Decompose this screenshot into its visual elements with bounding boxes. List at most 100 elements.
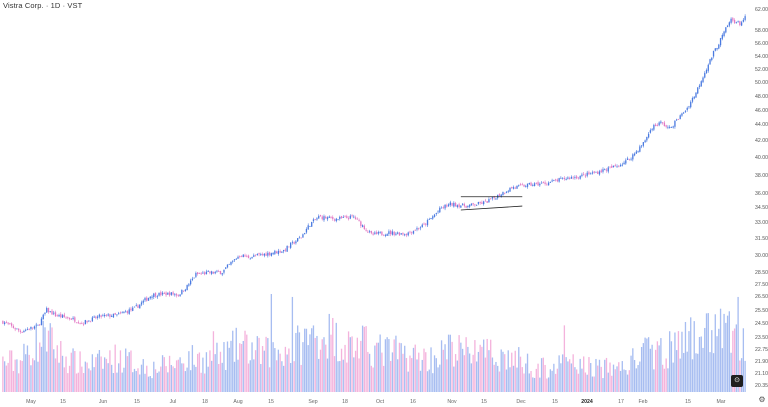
- candle-body[interactable]: [230, 261, 232, 265]
- candle-body[interactable]: [398, 232, 401, 236]
- candle-body[interactable]: [646, 136, 648, 141]
- candle-body[interactable]: [53, 312, 55, 314]
- candle-body[interactable]: [225, 267, 227, 269]
- candle-body[interactable]: [712, 50, 715, 57]
- candle-body[interactable]: [632, 154, 634, 160]
- candle-body[interactable]: [483, 201, 485, 205]
- candle-body[interactable]: [125, 311, 127, 313]
- candle-body[interactable]: [286, 245, 288, 252]
- candle-body[interactable]: [554, 179, 557, 181]
- candle-body[interactable]: [418, 228, 420, 229]
- candle-body[interactable]: [196, 272, 199, 275]
- candle-body[interactable]: [14, 328, 16, 330]
- candle-body[interactable]: [693, 96, 695, 99]
- candle-body[interactable]: [577, 177, 580, 179]
- candle-body[interactable]: [700, 81, 702, 87]
- candle-body[interactable]: [153, 293, 155, 298]
- candle-body[interactable]: [44, 312, 46, 314]
- candle-body[interactable]: [200, 273, 202, 275]
- candle-body[interactable]: [605, 169, 608, 171]
- candle-body[interactable]: [260, 254, 262, 255]
- candle-body[interactable]: [72, 317, 74, 319]
- candle-body[interactable]: [103, 314, 106, 317]
- candle-body[interactable]: [702, 77, 704, 83]
- candle-body[interactable]: [189, 280, 192, 285]
- candle-body[interactable]: [590, 173, 592, 175]
- candle-body[interactable]: [488, 199, 490, 203]
- candle-body[interactable]: [247, 255, 250, 259]
- candle-body[interactable]: [609, 166, 611, 168]
- candle-body[interactable]: [344, 216, 346, 218]
- candle-body[interactable]: [439, 207, 441, 213]
- candle-body[interactable]: [284, 249, 287, 251]
- candle-body[interactable]: [588, 172, 590, 175]
- candlesticks[interactable]: [2, 14, 746, 334]
- candle-body[interactable]: [628, 158, 630, 160]
- candle-body[interactable]: [133, 306, 136, 308]
- candle-body[interactable]: [351, 215, 353, 217]
- candle-body[interactable]: [321, 216, 323, 220]
- candle-body[interactable]: [126, 311, 129, 314]
- candle-body[interactable]: [77, 322, 79, 324]
- candle-body[interactable]: [542, 182, 544, 183]
- candle-body[interactable]: [707, 64, 709, 71]
- candle-body[interactable]: [363, 225, 366, 230]
- candle-body[interactable]: [32, 327, 34, 329]
- candle-body[interactable]: [10, 323, 13, 326]
- candle-body[interactable]: [244, 255, 246, 257]
- candle-body[interactable]: [254, 255, 257, 257]
- candle-body[interactable]: [500, 194, 502, 197]
- candle-body[interactable]: [495, 198, 497, 200]
- candle-body[interactable]: [193, 277, 195, 279]
- candle-body[interactable]: [35, 324, 37, 326]
- candle-body[interactable]: [400, 233, 402, 235]
- candle-body[interactable]: [709, 59, 711, 65]
- candle-body[interactable]: [18, 328, 20, 331]
- candle-body[interactable]: [477, 202, 480, 204]
- candle-body[interactable]: [237, 256, 239, 259]
- candle-body[interactable]: [525, 186, 527, 188]
- candle-body[interactable]: [346, 216, 348, 219]
- candle-body[interactable]: [484, 200, 487, 202]
- candle-body[interactable]: [332, 216, 334, 219]
- candle-body[interactable]: [581, 174, 583, 176]
- candle-body[interactable]: [16, 328, 18, 330]
- candle-body[interactable]: [691, 98, 694, 102]
- candle-body[interactable]: [267, 252, 269, 256]
- candle-body[interactable]: [584, 175, 587, 177]
- candle-body[interactable]: [119, 312, 122, 314]
- candle-body[interactable]: [335, 218, 337, 222]
- candle-body[interactable]: [625, 160, 627, 164]
- candle-body[interactable]: [665, 125, 667, 127]
- candle-body[interactable]: [360, 221, 362, 226]
- candle-body[interactable]: [184, 289, 187, 291]
- candle-body[interactable]: [272, 252, 274, 255]
- candle-body[interactable]: [425, 223, 427, 225]
- candle-body[interactable]: [449, 202, 451, 205]
- candle-body[interactable]: [265, 253, 267, 256]
- candle-body[interactable]: [249, 258, 251, 260]
- candle-body[interactable]: [402, 233, 404, 235]
- candle-body[interactable]: [212, 271, 215, 274]
- candle-body[interactable]: [39, 324, 41, 326]
- candle-body[interactable]: [61, 315, 64, 318]
- candle-body[interactable]: [737, 21, 739, 23]
- candle-body[interactable]: [467, 205, 469, 207]
- candle-body[interactable]: [688, 106, 690, 108]
- candle-body[interactable]: [58, 315, 60, 317]
- candle-body[interactable]: [372, 233, 374, 235]
- candle-body[interactable]: [218, 270, 220, 272]
- candle-body[interactable]: [186, 285, 188, 291]
- candle-body[interactable]: [567, 177, 569, 179]
- candle-body[interactable]: [202, 272, 204, 274]
- candle-body[interactable]: [293, 242, 295, 244]
- candle-body[interactable]: [219, 270, 222, 275]
- candle-body[interactable]: [375, 232, 378, 235]
- candle-body[interactable]: [511, 187, 513, 189]
- candle-body[interactable]: [670, 126, 673, 128]
- candle-body[interactable]: [742, 19, 745, 22]
- candle-body[interactable]: [560, 177, 562, 179]
- candle-body[interactable]: [151, 296, 153, 298]
- candle-body[interactable]: [704, 73, 706, 78]
- candle-body[interactable]: [744, 16, 746, 20]
